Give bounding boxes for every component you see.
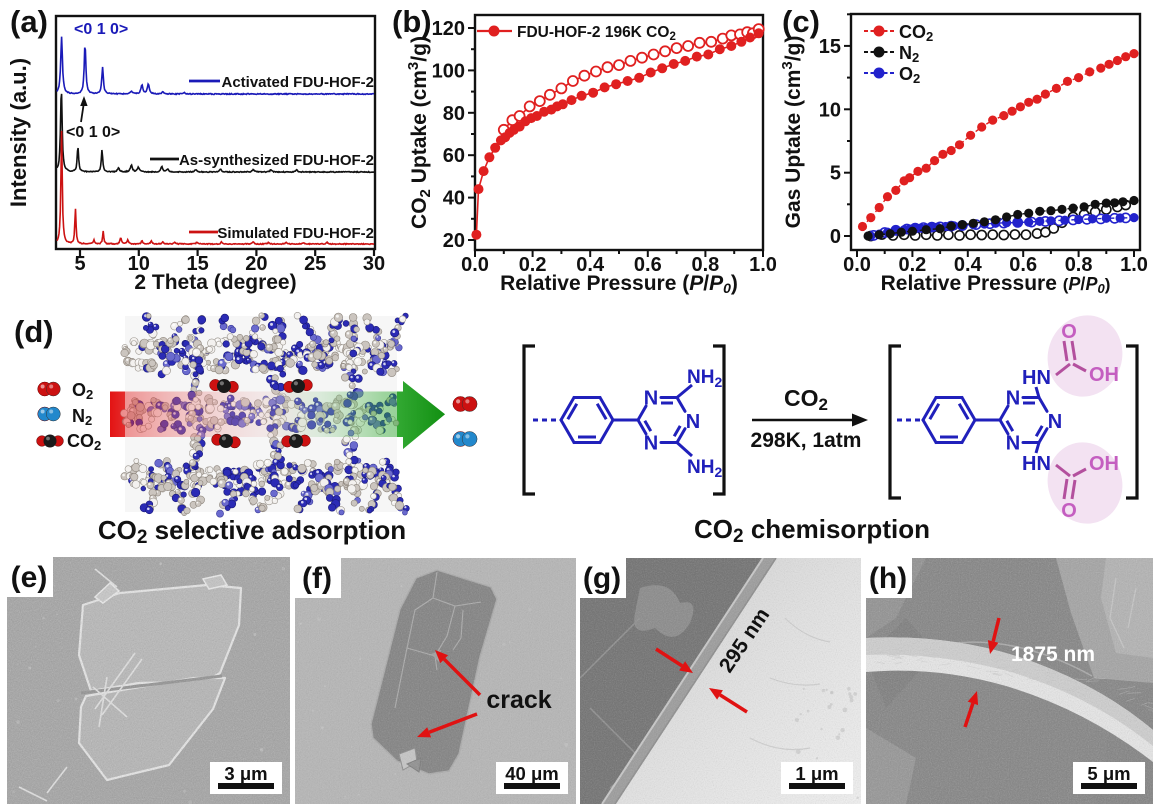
svg-text:O: O (1061, 500, 1077, 522)
svg-text:Gas Uptake (cm3/g): Gas Uptake (cm3/g) (779, 36, 805, 229)
svg-text:1.0: 1.0 (749, 254, 777, 276)
svg-text:FDU-HOF-2 196K CO2: FDU-HOF-2 196K CO2 (517, 24, 676, 43)
svg-text:40 μm: 40 μm (505, 763, 559, 784)
svg-text:2 Theta (degree): 2 Theta (degree) (134, 271, 296, 294)
svg-text:As-synthesized FDU-HOF-2: As-synthesized FDU-HOF-2 (179, 152, 374, 169)
svg-text:NH2: NH2 (687, 457, 722, 480)
svg-text:<0 1 0>: <0 1 0> (66, 124, 120, 141)
svg-text:20: 20 (443, 230, 465, 252)
svg-text:0.4: 0.4 (576, 254, 605, 276)
svg-text:HN: HN (1022, 453, 1051, 475)
svg-text:crack: crack (486, 686, 551, 714)
svg-text:N: N (1048, 411, 1062, 433)
svg-text:80: 80 (443, 103, 465, 125)
svg-text:0.0: 0.0 (461, 254, 489, 276)
svg-text:0.2: 0.2 (519, 254, 547, 276)
svg-text:<0 1 0>: <0 1 0> (74, 21, 128, 38)
svg-text:5: 5 (830, 163, 841, 185)
svg-text:15: 15 (819, 36, 841, 58)
svg-text:CO2 selective adsorption: CO2 selective adsorption (98, 515, 406, 548)
svg-text:N2: N2 (72, 406, 92, 428)
svg-text:Simulated FDU-HOF-2: Simulated FDU-HOF-2 (217, 225, 374, 242)
svg-text:CO2: CO2 (67, 431, 101, 453)
svg-text:120: 120 (432, 18, 465, 40)
svg-text:OH: OH (1089, 364, 1119, 386)
svg-text:Intensity (a.u.): Intensity (a.u.) (6, 58, 31, 207)
svg-text:O2: O2 (72, 380, 93, 402)
svg-text:0.0: 0.0 (843, 254, 871, 276)
svg-text:0.2: 0.2 (898, 254, 926, 276)
svg-text:1875 nm: 1875 nm (1011, 643, 1095, 666)
svg-text:(e): (e) (11, 561, 48, 594)
svg-text:10: 10 (128, 253, 150, 275)
svg-text:(d): (d) (14, 314, 54, 349)
svg-text:60: 60 (443, 145, 465, 167)
svg-text:Activated FDU-HOF-2: Activated FDU-HOF-2 (221, 74, 374, 91)
svg-text:298K, 1atm: 298K, 1atm (751, 429, 862, 452)
svg-text:(g): (g) (583, 562, 621, 595)
svg-text:CO2 Uptake (cm3/g): CO2 Uptake (cm3/g) (405, 36, 434, 229)
svg-text:15: 15 (186, 253, 208, 275)
svg-text:0.6: 0.6 (1009, 254, 1037, 276)
svg-text:0.6: 0.6 (634, 254, 662, 276)
svg-text:NH2: NH2 (687, 367, 722, 390)
svg-text:100: 100 (432, 60, 465, 82)
svg-text:CO2: CO2 (899, 22, 933, 44)
svg-text:25: 25 (304, 253, 326, 275)
svg-text:3 μm: 3 μm (224, 763, 267, 784)
svg-text:(h): (h) (869, 562, 907, 595)
svg-text:20: 20 (245, 253, 267, 275)
svg-text:5 μm: 5 μm (1087, 763, 1130, 784)
svg-text:HN: HN (1022, 367, 1051, 389)
svg-text:O: O (1061, 321, 1077, 343)
svg-text:CO2 chemisorption: CO2 chemisorption (694, 514, 930, 547)
svg-text:N: N (1006, 433, 1020, 455)
svg-text:10: 10 (819, 99, 841, 121)
svg-text:N: N (644, 433, 658, 455)
svg-text:1.0: 1.0 (1120, 254, 1148, 276)
svg-text:30: 30 (363, 253, 385, 275)
svg-text:0: 0 (830, 226, 841, 248)
svg-text:0.8: 0.8 (691, 254, 719, 276)
svg-text:CO2: CO2 (784, 385, 828, 414)
svg-text:0.4: 0.4 (954, 254, 983, 276)
svg-text:0.8: 0.8 (1065, 254, 1093, 276)
svg-text:N: N (644, 388, 658, 410)
svg-text:(f): (f) (302, 562, 332, 595)
svg-text:40: 40 (443, 188, 465, 210)
svg-text:Relative Pressure (P/P0): Relative Pressure (P/P0) (881, 272, 1111, 296)
svg-text:OH: OH (1089, 453, 1119, 475)
svg-text:Relative Pressure (P/P0): Relative Pressure (P/P0) (500, 272, 738, 296)
svg-text:5: 5 (74, 253, 85, 275)
svg-text:N: N (686, 411, 700, 433)
svg-text:1 μm: 1 μm (795, 763, 838, 784)
svg-text:N: N (1006, 388, 1020, 410)
